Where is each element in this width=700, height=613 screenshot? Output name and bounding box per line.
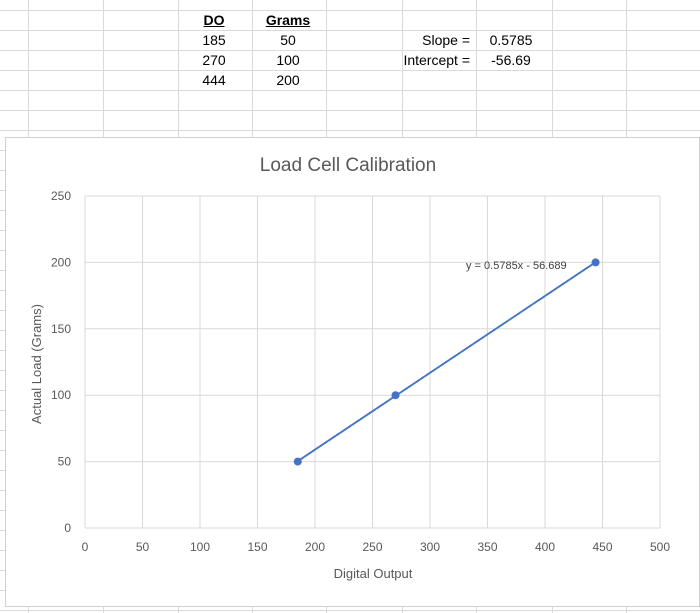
y-tick-labels: 0 50 100 150 200 250 <box>51 189 71 535</box>
y-axis-label: Actual Load (Grams) <box>29 304 44 424</box>
trendline-group <box>297 261 597 462</box>
cell-do-2[interactable]: 270 <box>202 52 226 68</box>
x-tick-label: 300 <box>420 540 440 554</box>
intercept-value[interactable]: -56.69 <box>491 52 531 68</box>
x-tick-label: 50 <box>136 540 150 554</box>
x-axis-label: Digital Output <box>334 566 413 581</box>
y-tick-label: 0 <box>64 521 71 535</box>
data-point[interactable] <box>391 391 400 400</box>
x-tick-labels: 0 50 100 150 200 250 300 350 400 450 500 <box>82 540 671 554</box>
y-tick-label: 150 <box>51 322 71 336</box>
data-points <box>293 258 600 466</box>
x-tick-label: 0 <box>82 540 89 554</box>
x-tick-label: 150 <box>247 540 267 554</box>
cell-grams-3[interactable]: 200 <box>276 72 300 88</box>
trendline-equation: y = 0.5785x - 56.689 <box>466 260 567 272</box>
data-point[interactable] <box>293 457 302 466</box>
x-tick-label: 100 <box>190 540 210 554</box>
x-tick-label: 500 <box>650 540 670 554</box>
chart-canvas: 0 50 100 150 200 250 300 350 400 450 500 0 50 100 150… <box>29 155 671 581</box>
cell-do-1[interactable]: 185 <box>202 32 226 48</box>
intercept-label[interactable]: Intercept = <box>403 52 470 68</box>
x-tick-label: 400 <box>535 540 555 554</box>
cell-grams-2[interactable]: 100 <box>276 52 300 68</box>
y-tick-label: 200 <box>51 255 71 269</box>
slope-value[interactable]: 0.5785 <box>489 32 533 48</box>
series-line <box>297 261 597 462</box>
cell-grams-1[interactable]: 50 <box>280 32 296 48</box>
y-tick-label: 250 <box>51 189 71 203</box>
x-tick-label: 200 <box>305 540 325 554</box>
header-grams[interactable]: Grams <box>265 12 311 28</box>
x-tick-label: 250 <box>362 540 382 554</box>
slope-label[interactable]: Slope = <box>422 32 470 48</box>
x-tick-label: 350 <box>477 540 497 554</box>
cell-do-3[interactable]: 444 <box>202 72 226 88</box>
chart-gridlines <box>84 195 661 529</box>
chart-object[interactable]: 0 50 100 150 200 250 300 350 400 450 500 0 50 100 150… <box>5 137 700 607</box>
chart-title: Load Cell Calibration <box>260 155 436 176</box>
y-tick-label: 50 <box>58 455 72 469</box>
data-point[interactable] <box>591 258 600 267</box>
header-do[interactable]: DO <box>203 12 225 28</box>
x-tick-label: 450 <box>592 540 612 554</box>
y-tick-label: 100 <box>51 388 71 402</box>
